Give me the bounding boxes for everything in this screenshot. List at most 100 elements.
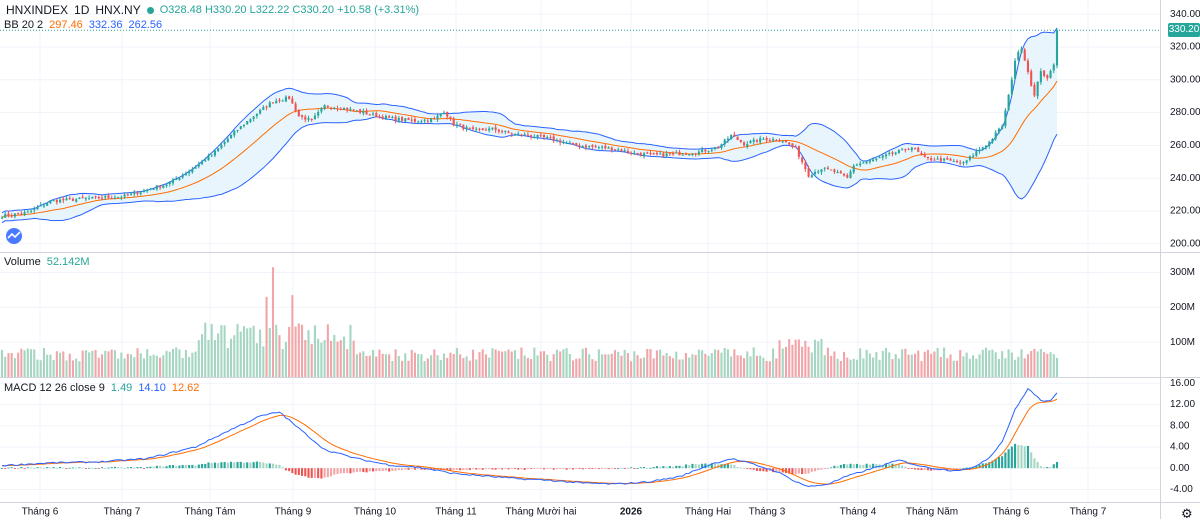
macd-histogram-bar xyxy=(752,468,755,470)
volume-bar xyxy=(655,350,658,377)
volume-bar xyxy=(323,340,326,377)
volume-bar xyxy=(994,352,997,377)
volume-bar xyxy=(1043,352,1046,377)
volume-bar xyxy=(307,330,310,377)
settings-gear-icon[interactable]: ⚙ xyxy=(1181,506,1193,521)
macd-histogram-bar xyxy=(213,462,216,469)
volume-bar xyxy=(749,356,752,377)
candle-body xyxy=(10,215,13,217)
volume-bar xyxy=(797,339,800,377)
volume-bar xyxy=(284,341,287,377)
volume-bar xyxy=(139,353,142,377)
candle-body xyxy=(423,119,426,121)
macd-histogram-bar xyxy=(739,467,742,469)
macd-legend[interactable]: MACD 12 26 close 9 1.49 14.10 12.62 xyxy=(4,382,199,394)
volume-bar xyxy=(310,344,313,377)
candle-body xyxy=(701,149,704,153)
candle-body xyxy=(826,167,829,169)
symbol-name[interactable]: HNXINDEX xyxy=(6,3,69,17)
candle-body xyxy=(981,147,984,150)
macd-histogram-bar xyxy=(275,464,278,469)
volume-bar xyxy=(681,359,684,377)
macd-histogram-bar xyxy=(352,468,355,473)
candle-body xyxy=(175,178,178,180)
interval-label[interactable]: 1D xyxy=(74,3,90,17)
volume-bar xyxy=(20,348,23,377)
volume-bar xyxy=(868,353,871,377)
macd-histogram-bar xyxy=(104,468,107,469)
macd-histogram-bar xyxy=(984,463,988,469)
macd-histogram-bar xyxy=(1026,445,1030,469)
candle-body xyxy=(804,162,807,170)
volume-bar xyxy=(468,360,471,377)
volume-legend[interactable]: Volume 52.142M xyxy=(4,256,90,268)
candle-body xyxy=(849,171,852,179)
macd-histogram-bar xyxy=(591,468,594,470)
macd-histogram-bar xyxy=(471,468,475,469)
macd-histogram-bar xyxy=(626,468,629,469)
candle-body xyxy=(404,118,407,122)
candle-body xyxy=(697,151,700,155)
volume-bar xyxy=(584,347,588,377)
candle-body xyxy=(794,146,797,148)
volume-bar xyxy=(100,354,104,377)
volume-bar xyxy=(907,354,910,377)
volume-bar xyxy=(294,326,297,377)
macd-histogram-bar xyxy=(149,466,152,469)
volume-bar xyxy=(13,358,16,377)
candle-body xyxy=(1036,81,1039,97)
candle-body xyxy=(1043,70,1046,76)
macd-histogram-bar xyxy=(410,468,413,470)
candle-body xyxy=(926,156,929,158)
volume-bar xyxy=(968,358,971,377)
macd-histogram-bar xyxy=(633,468,636,469)
volume-bar xyxy=(391,360,394,377)
candle-body xyxy=(797,146,800,157)
candle-body xyxy=(668,153,671,155)
candle-body xyxy=(397,117,400,121)
macd-histogram-bar xyxy=(565,468,568,470)
candle-body xyxy=(342,107,346,110)
candle-body xyxy=(694,153,697,155)
volume-bar xyxy=(772,348,775,377)
macd-histogram-bar xyxy=(1046,467,1049,469)
macd-histogram-bar xyxy=(313,468,316,478)
volume-bar xyxy=(26,348,29,377)
volume-bar xyxy=(291,295,294,377)
candle-body xyxy=(513,133,517,135)
volume-bar xyxy=(662,355,665,377)
candle-body xyxy=(7,213,10,216)
candle-body xyxy=(568,142,571,144)
candle-body xyxy=(278,100,281,102)
volume-bar xyxy=(888,352,891,377)
volume-bar xyxy=(578,358,581,377)
time-tick-label: Tháng Hai xyxy=(685,507,731,518)
volume-bar xyxy=(352,340,355,377)
candle-body xyxy=(865,161,868,164)
volume-bar xyxy=(572,360,575,377)
macd-histogram-bar xyxy=(778,468,781,472)
candle-body xyxy=(672,153,675,155)
macd-histogram-bar xyxy=(294,468,297,475)
volume-bar xyxy=(659,349,662,377)
bb-legend[interactable]: BB 20 2 297.46 332.36 262.56 xyxy=(4,19,162,31)
macd-histogram-bar xyxy=(523,468,526,470)
macd-histogram-bar xyxy=(452,468,455,470)
macd-histogram-bar xyxy=(10,467,13,469)
candle-body xyxy=(562,142,565,144)
macd-histogram-bar xyxy=(762,468,765,472)
macd-histogram-bar xyxy=(355,468,358,473)
macd-histogram-bar xyxy=(697,464,700,469)
volume-bar xyxy=(849,359,852,377)
macd-histogram-bar xyxy=(620,468,623,469)
macd-histogram-bar xyxy=(930,468,933,471)
macd-histogram-bar xyxy=(1017,445,1020,469)
candle-body xyxy=(910,147,913,151)
macd-histogram-bar xyxy=(584,468,588,469)
macd-histogram-bar xyxy=(417,468,420,469)
tradingview-logo-icon[interactable] xyxy=(4,228,24,244)
candle-body xyxy=(517,133,520,135)
candle-body xyxy=(33,208,36,211)
macd-histogram-bar xyxy=(288,468,291,472)
